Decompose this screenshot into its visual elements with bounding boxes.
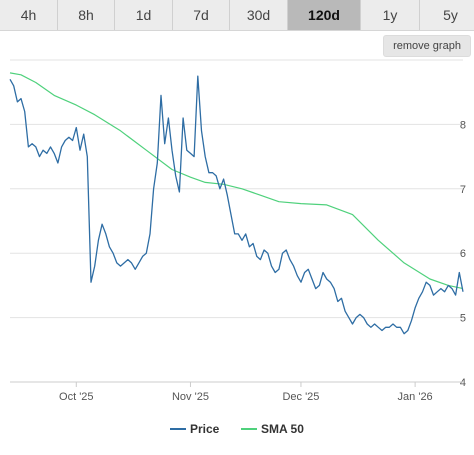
x-tick-label: Dec '25: [282, 391, 319, 403]
tab-1d[interactable]: 1d: [115, 0, 173, 30]
y-tick-label: 4: [460, 377, 466, 389]
tab-4h[interactable]: 4h: [0, 0, 58, 30]
y-tick-label: 6: [460, 248, 466, 260]
tab-1y[interactable]: 1y: [361, 0, 420, 30]
price-series-line: [9, 75, 464, 335]
tab-5y[interactable]: 5y: [420, 0, 474, 30]
x-tick-label: Nov '25: [172, 391, 209, 403]
timeframe-tabs: 4h 8h 1d 7d 30d 120d 1y 5y: [0, 0, 474, 31]
tab-8h[interactable]: 8h: [58, 0, 115, 30]
tab-30d[interactable]: 30d: [230, 0, 288, 30]
y-tick-label: 5: [460, 313, 466, 325]
tab-120d[interactable]: 120d: [288, 0, 361, 30]
tab-7d[interactable]: 7d: [173, 0, 230, 30]
remove-graph-button[interactable]: remove graph: [383, 35, 471, 57]
x-tick-label: Oct '25: [59, 391, 94, 403]
legend-label: Price: [190, 422, 220, 436]
y-tick-label: 8: [460, 119, 466, 131]
legend-label: SMA 50: [261, 422, 304, 436]
sma50-series-line: [9, 72, 464, 290]
y-tick-label: 7: [460, 184, 466, 196]
x-tick-label: Jan '26: [398, 391, 433, 403]
